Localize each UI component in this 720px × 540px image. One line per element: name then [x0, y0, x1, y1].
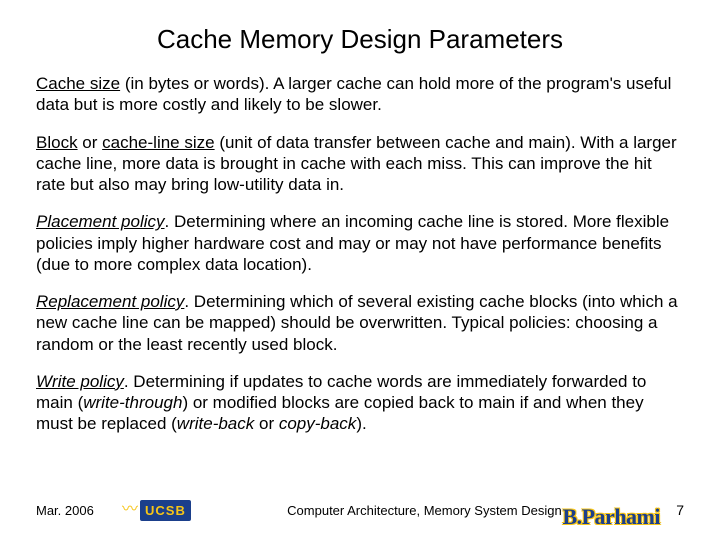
term-write-policy: Write policy	[36, 372, 124, 391]
para-write-rest4: ).	[356, 414, 366, 433]
term-cache-size: Cache size	[36, 74, 120, 93]
ital-write-through: write-through	[83, 393, 182, 412]
term-cache-line-size: cache-line size	[102, 133, 214, 152]
ital-write-back: write-back	[177, 414, 254, 433]
para-cache-size-rest: (in bytes or words). A larger cache can …	[36, 74, 671, 114]
para-block-mid: or	[78, 133, 103, 152]
para-cache-size: Cache size (in bytes or words). A larger…	[36, 73, 684, 116]
para-write-policy: Write policy. Determining if updates to …	[36, 371, 684, 435]
ucsb-logo-text: UCSB	[140, 500, 191, 521]
footer-date: Mar. 2006	[36, 503, 116, 518]
term-block: Block	[36, 133, 78, 152]
author-signature: B.Parhami	[562, 504, 660, 530]
para-write-rest3: or	[254, 414, 279, 433]
para-placement-policy: Placement policy. Determining where an i…	[36, 211, 684, 275]
para-replacement-policy: Replacement policy. Determining which of…	[36, 291, 684, 355]
term-replacement-policy: Replacement policy	[36, 292, 184, 311]
ital-copy-back: copy-back	[279, 414, 356, 433]
para-block-size: Block or cache-line size (unit of data t…	[36, 132, 684, 196]
term-placement-policy: Placement policy	[36, 212, 165, 231]
slide-title: Cache Memory Design Parameters	[36, 24, 684, 55]
ucsb-logo: 〰 UCSB	[122, 500, 191, 521]
